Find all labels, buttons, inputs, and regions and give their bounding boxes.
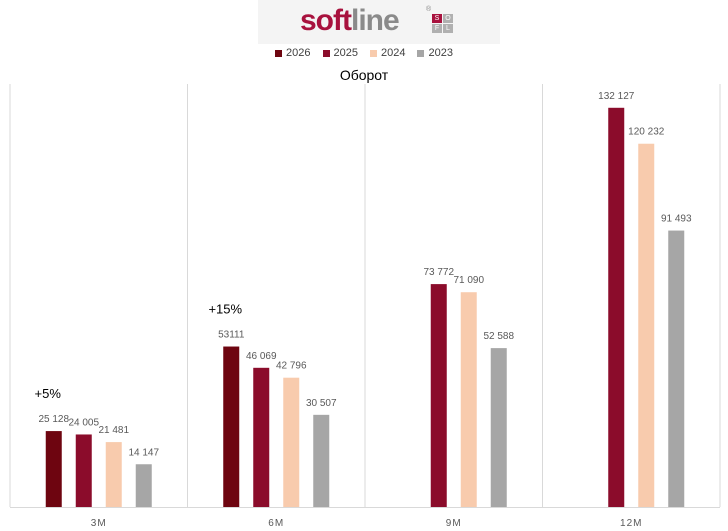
data-label: 52 588 <box>483 331 514 342</box>
logo-main-text: soft <box>300 4 352 37</box>
x-tick-label: 3M <box>91 518 107 529</box>
legend-label: 2023 <box>428 47 453 59</box>
bar <box>313 414 330 507</box>
bar <box>45 431 62 507</box>
data-label: 91 493 <box>661 214 692 225</box>
data-label: 132 127 <box>598 91 635 102</box>
data-label: 73 772 <box>423 267 454 278</box>
logo-wordmark: softline <box>300 4 400 38</box>
bar <box>253 367 270 507</box>
legend-swatch <box>370 49 377 57</box>
growth-annotation: +5% <box>35 386 62 401</box>
bar <box>668 230 685 508</box>
legend-label: 2025 <box>333 47 358 59</box>
legend-swatch <box>322 49 330 57</box>
data-label: 24 005 <box>68 417 99 428</box>
bar <box>430 284 447 507</box>
legend-label: 2026 <box>286 47 311 59</box>
data-label: 46 069 <box>246 351 277 362</box>
logo-cell: S <box>432 14 442 23</box>
bar <box>105 442 122 507</box>
legend-label: 2024 <box>381 47 406 59</box>
growth-annotation: +15% <box>208 302 242 317</box>
chart-legend: 2026 2025 2024 2023 <box>0 47 728 59</box>
data-label: 71 090 <box>453 275 484 286</box>
bar <box>638 143 655 507</box>
data-label: 14 147 <box>128 447 159 458</box>
bar <box>75 434 92 507</box>
data-label: 53111 <box>218 330 245 341</box>
bar <box>223 346 240 507</box>
logo-grid: S O F L <box>432 14 453 33</box>
logo-cell: O <box>443 14 453 23</box>
legend-swatch <box>275 49 283 57</box>
logo-registered-mark: ® <box>426 6 432 13</box>
x-tick-label: 6M <box>268 518 284 529</box>
bar <box>135 464 152 507</box>
logo-cell: F <box>432 24 442 33</box>
legend-item: 2023 <box>417 47 453 59</box>
logo-rest-text: line <box>351 4 400 37</box>
logo-cell: L <box>443 24 453 33</box>
bar <box>283 377 300 507</box>
legend-item: 2024 <box>370 47 405 59</box>
data-label: 120 232 <box>628 127 665 138</box>
legend-swatch <box>417 49 425 57</box>
bar <box>608 107 625 507</box>
softline-logo: softline ® S O F L <box>258 0 500 44</box>
bar <box>460 292 477 507</box>
legend-item: 2025 <box>322 47 358 59</box>
chart-title: Оборот <box>339 67 389 83</box>
x-tick-label: 9M <box>446 518 462 529</box>
data-label: 25 128 <box>38 414 69 425</box>
data-label: 21 481 <box>98 425 129 436</box>
legend-item: 2026 <box>275 47 311 59</box>
data-label: 42 796 <box>276 361 307 372</box>
bar <box>490 348 507 507</box>
x-tick-label: 12M <box>620 518 642 529</box>
data-label: 30 507 <box>306 398 337 409</box>
